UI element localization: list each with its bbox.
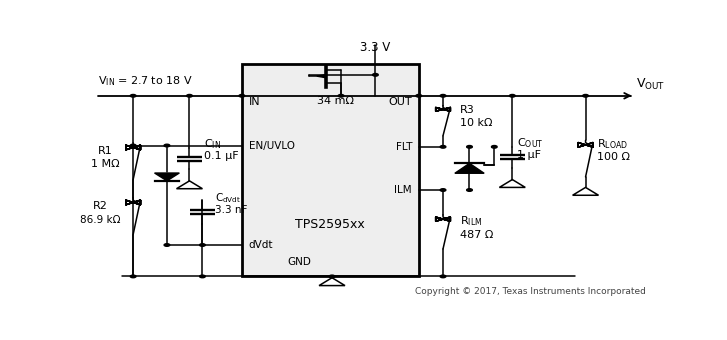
Circle shape (441, 189, 446, 191)
Circle shape (338, 95, 344, 97)
Circle shape (187, 95, 192, 97)
Circle shape (130, 95, 136, 97)
Circle shape (200, 275, 205, 278)
Circle shape (373, 73, 378, 76)
Text: V$_{\mathsf{OUT}}$: V$_{\mathsf{OUT}}$ (636, 76, 665, 91)
Circle shape (441, 95, 446, 97)
Circle shape (329, 275, 335, 278)
Text: FLT: FLT (395, 142, 412, 152)
Circle shape (441, 275, 446, 278)
Text: 100 Ω: 100 Ω (597, 152, 630, 162)
Text: 0.1 μF: 0.1 μF (204, 151, 238, 161)
Text: V$_{\mathsf{IN}}$ = 2.7 to 18 V: V$_{\mathsf{IN}}$ = 2.7 to 18 V (97, 74, 193, 88)
Text: R$_{\mathsf{LOAD}}$: R$_{\mathsf{LOAD}}$ (597, 137, 628, 151)
Text: C$_{\mathsf{dVdt}}$: C$_{\mathsf{dVdt}}$ (215, 191, 241, 205)
Circle shape (416, 95, 422, 97)
Text: 1 μF: 1 μF (517, 150, 541, 160)
Bar (242, 64, 419, 276)
Circle shape (510, 95, 515, 97)
Text: C$_{\mathsf{OUT}}$: C$_{\mathsf{OUT}}$ (517, 136, 543, 150)
Circle shape (164, 244, 170, 246)
Text: 1 MΩ: 1 MΩ (91, 159, 119, 169)
Circle shape (467, 146, 473, 148)
Text: 487 Ω: 487 Ω (460, 230, 494, 240)
Text: R3: R3 (460, 105, 475, 115)
Circle shape (200, 244, 205, 246)
Text: TPS2595xx: TPS2595xx (295, 218, 365, 231)
Circle shape (583, 95, 588, 97)
Circle shape (130, 144, 136, 147)
Text: IN: IN (249, 97, 260, 106)
Text: 3.3 nF: 3.3 nF (215, 205, 247, 215)
Text: R1: R1 (97, 146, 113, 156)
Text: OUT: OUT (388, 97, 412, 106)
Text: Copyright © 2017, Texas Instruments Incorporated: Copyright © 2017, Texas Instruments Inco… (415, 287, 646, 296)
Text: R2: R2 (93, 201, 108, 211)
Circle shape (491, 146, 497, 148)
Text: EN/UVLO: EN/UVLO (249, 140, 294, 151)
Text: ILM: ILM (395, 185, 412, 195)
Text: 3.3 V: 3.3 V (361, 41, 390, 54)
Circle shape (130, 275, 136, 278)
Text: GND: GND (287, 257, 311, 267)
Polygon shape (455, 163, 484, 173)
Circle shape (441, 146, 446, 148)
Circle shape (164, 144, 170, 147)
Text: 34 mΩ: 34 mΩ (317, 96, 354, 106)
Circle shape (467, 189, 473, 191)
Text: R$_{\mathsf{ILM}}$: R$_{\mathsf{ILM}}$ (460, 215, 482, 228)
Text: 86.9 kΩ: 86.9 kΩ (80, 215, 121, 225)
Text: dVdt: dVdt (249, 240, 273, 250)
Polygon shape (155, 173, 180, 181)
Text: 10 kΩ: 10 kΩ (460, 118, 492, 128)
Text: C$_{\mathsf{IN}}$: C$_{\mathsf{IN}}$ (204, 137, 221, 151)
Circle shape (239, 95, 245, 97)
Polygon shape (317, 74, 326, 78)
